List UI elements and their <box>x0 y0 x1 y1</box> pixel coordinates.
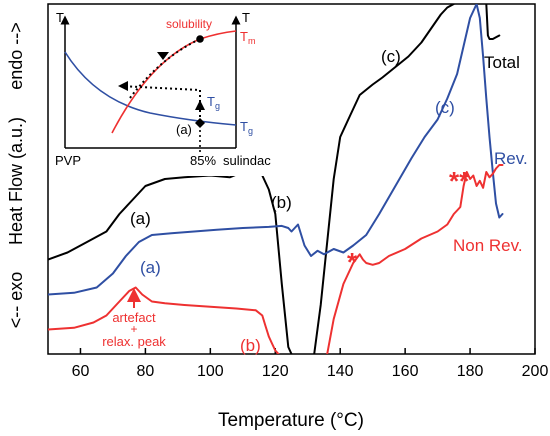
x-tick-label: 140 <box>327 363 354 380</box>
x-tick-label: 80 <box>137 363 155 380</box>
inset-down-arrow <box>157 52 169 60</box>
inset-y-label-left: T <box>56 10 64 25</box>
x-tick-label: 180 <box>457 363 484 380</box>
series-line-total-1 <box>313 4 455 354</box>
annotation-total-b: (b) <box>271 193 292 212</box>
x-tick-label: 60 <box>72 363 90 380</box>
series-label-nonrev: Non Rev. <box>453 236 523 255</box>
series-line-total-0 <box>48 164 293 354</box>
x-axis-label: Temperature (°C) <box>218 410 364 431</box>
inset-tg-label: Tg <box>240 119 253 136</box>
series-label-total: Total <box>484 53 520 72</box>
annotation-nonrev-b: (b) <box>240 336 261 355</box>
inset-tm-sub: m <box>248 36 256 46</box>
annotation-total-a: (a) <box>130 209 151 228</box>
x-tick-label: 160 <box>392 363 419 380</box>
inset-x-right-label: sulindac <box>223 153 271 168</box>
inset-solubility-label: solubility <box>166 17 212 31</box>
annotation-double-star: ** <box>449 166 470 196</box>
x-tick-label: 100 <box>197 363 224 380</box>
series-line-rev-3 <box>48 4 504 296</box>
x-axis: 60 80 100 120 140 160 180 200 <box>72 348 549 380</box>
inset-composition-label: 85% <box>190 153 216 168</box>
inset-tg-curve <box>64 51 237 126</box>
inset-tm-main: T <box>240 29 248 44</box>
inset-diamond-marker <box>195 118 205 128</box>
inset-tg-main: T <box>240 119 248 134</box>
annotation-total-c: (c) <box>381 47 401 66</box>
inset-tm-curve <box>111 30 237 134</box>
artefact-label: artefact <box>112 310 156 325</box>
annotation-rev-a: (a) <box>140 258 161 277</box>
artefact-plus: + <box>130 322 137 336</box>
series-label-rev: Rev. <box>494 149 528 168</box>
inset-path-tg-label: Tg <box>207 94 220 111</box>
x-tick-label: 120 <box>262 363 289 380</box>
relax-peak-label: relax. peak <box>102 334 166 349</box>
inset-tm-label: Tm <box>240 29 255 46</box>
y-axis-exo-label: <-- exo <box>6 272 26 329</box>
series-line-total-2 <box>485 4 501 40</box>
inset-left-arrow <box>118 81 128 91</box>
inset-x-left-label: PVP <box>55 153 81 168</box>
inset-y-label-right: T <box>242 10 250 25</box>
inset-tm-point <box>196 35 204 43</box>
series-line-non-rev-5 <box>326 164 504 354</box>
x-tick-label: 200 <box>522 363 549 380</box>
annotation-star: * <box>347 247 358 277</box>
inset-path-tg-sub: g <box>215 101 220 111</box>
inset-path-label: (a) <box>176 122 192 137</box>
inset-path-tg-main: T <box>207 94 215 109</box>
series-line-non-rev-4 <box>48 286 280 354</box>
annotation-rev-c: (c) <box>435 98 455 117</box>
inset-phase-diagram: T T PVP sulindac 85% solubility Tm Tg Tg <box>50 6 278 176</box>
y-axis-endo-label: endo --> <box>6 22 26 90</box>
y-axis-label: Heat Flow (a.u.) <box>6 117 26 245</box>
inset-tg-sub: g <box>248 126 253 136</box>
